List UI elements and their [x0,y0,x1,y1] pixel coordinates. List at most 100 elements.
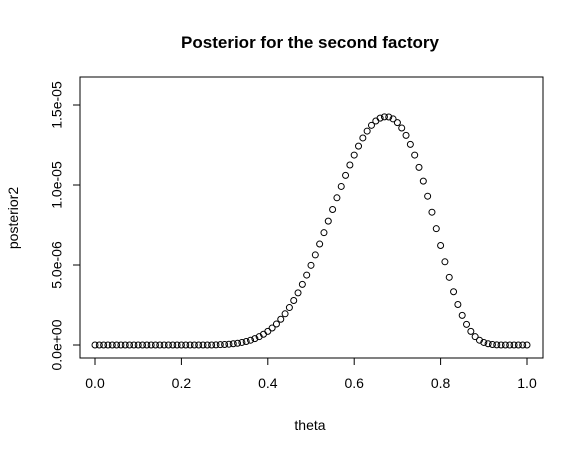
data-point [190,341,198,349]
data-point [385,113,393,121]
data-point [160,341,168,349]
data-point [441,258,449,266]
data-point [307,261,315,269]
data-point [234,339,242,347]
data-point [437,241,445,249]
y-tick-label: 1.5e-05 [49,81,65,129]
data-point [346,161,354,169]
data-point [419,177,427,185]
data-point [203,341,211,349]
data-point [242,337,250,345]
data-point [126,341,134,349]
x-axis: 0.0 0.2 0.4 0.6 0.8 1.0 [85,357,537,391]
data-point [272,320,280,328]
data-point [389,115,397,123]
x-tick-label: 0.0 [85,375,105,391]
data-point [212,341,220,349]
plot-frame [79,76,544,359]
data-point [484,340,492,348]
data-point [164,341,172,349]
data-point [121,341,129,349]
data-point [329,205,337,213]
data-point [359,134,367,142]
data-point [363,127,371,135]
data-point [450,288,458,296]
data-point [199,341,207,349]
data-point [519,341,527,349]
y-axis-label: posterior2 [5,187,21,249]
data-point [134,341,142,349]
data-point [281,310,289,318]
data-point [147,341,155,349]
data-point [380,113,388,121]
x-tick-label: 0.6 [344,375,364,391]
data-point [458,311,466,319]
data-point [475,336,483,344]
data-point [277,315,285,323]
data-point [424,192,432,200]
data-point [139,341,147,349]
data-point [523,341,531,349]
data-point [208,341,216,349]
data-point [445,273,453,281]
data-point [108,341,116,349]
data-point [402,131,410,139]
data-point [151,341,159,349]
x-tick-label: 0.4 [258,375,278,391]
data-point [372,117,380,125]
x-tick-label: 0.8 [431,375,451,391]
data-point [454,301,462,309]
data-point [91,341,99,349]
data-point [497,341,505,349]
data-point [294,289,302,297]
data-point [393,119,401,127]
data-point [510,341,518,349]
data-point [415,163,423,171]
data-point [117,341,125,349]
data-point [195,341,203,349]
data-point [428,208,436,216]
data-point [100,341,108,349]
y-axis: 0.0e+00 5.0e-06 1.0e-05 1.5e-05 [49,81,81,371]
data-point [501,341,509,349]
data-point [143,341,151,349]
data-point [471,333,479,341]
data-point [488,341,496,349]
data-point [480,338,488,346]
x-tick-label: 1.0 [517,375,537,391]
data-point [182,341,190,349]
data-point [411,151,419,159]
data-point [264,327,272,335]
data-point [432,225,440,233]
data-point [376,114,384,122]
data-point [350,151,358,159]
data-point [303,271,311,279]
data-point [398,124,406,132]
data-point [320,229,328,237]
data-point [463,320,471,328]
data-point [173,341,181,349]
y-tick-label: 0.0e+00 [49,319,65,370]
data-point [238,338,246,346]
data-point [324,217,332,225]
data-point [298,280,306,288]
data-point [342,171,350,179]
data-point [186,341,194,349]
data-point [169,341,177,349]
data-point [493,341,501,349]
data-point [177,341,185,349]
data-point [290,297,298,305]
data-point [337,182,345,190]
data-point [311,251,319,259]
x-tick-label: 0.2 [172,375,192,391]
data-point [225,340,233,348]
data-point [113,341,121,349]
data-point [104,341,112,349]
data-point [221,341,229,349]
chart-title: Posterior for the second factory [181,33,439,52]
data-point [216,341,224,349]
y-tick-label: 1.0e-05 [49,161,65,209]
data-point [316,240,324,248]
data-point [285,304,293,312]
